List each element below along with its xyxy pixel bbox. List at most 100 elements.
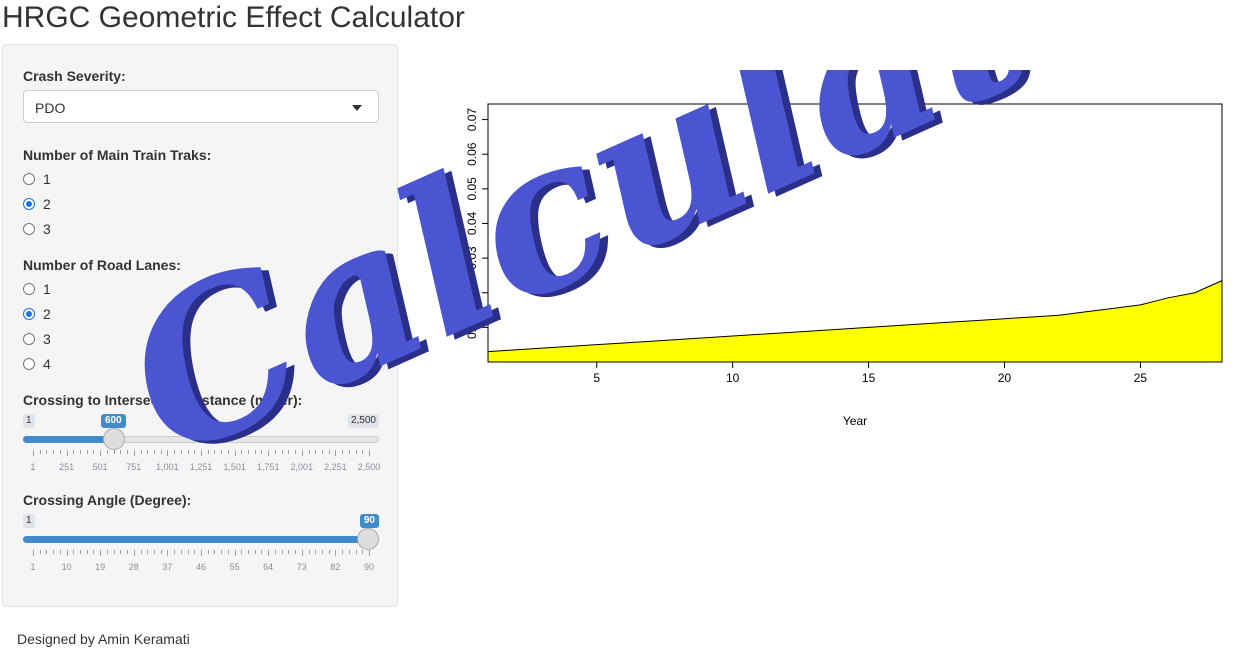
slider-tick-mark bbox=[315, 550, 317, 554]
slider-tick-label: 28 bbox=[128, 562, 139, 572]
slider-tick-mark bbox=[66, 450, 68, 456]
slider-tick-mark bbox=[281, 450, 283, 454]
radio-button[interactable] bbox=[23, 223, 35, 235]
slider-tick-mark bbox=[174, 450, 176, 454]
slider-tick-mark bbox=[355, 550, 357, 554]
slider-value-label: 90 bbox=[359, 514, 379, 528]
radio-button[interactable] bbox=[23, 283, 35, 295]
radio-label: 4 bbox=[43, 356, 51, 372]
y-tick-label: 0.01 bbox=[465, 315, 479, 339]
distance-label: Crossing to Intersection Distance (meter… bbox=[23, 392, 303, 408]
radio-button-selected[interactable] bbox=[23, 308, 35, 320]
slider-tick-mark bbox=[369, 550, 370, 556]
radio-label: 1 bbox=[43, 171, 51, 187]
slider-tick-mark bbox=[147, 450, 149, 454]
radio-button[interactable] bbox=[23, 333, 35, 345]
radio-button-selected[interactable] bbox=[23, 198, 35, 210]
slider-tick-label: 1,251 bbox=[189, 462, 213, 472]
slider-tick-mark bbox=[46, 550, 48, 554]
slider-min-label: 1 bbox=[23, 514, 35, 528]
slider-tick-mark bbox=[33, 450, 34, 456]
slider-tick-mark bbox=[100, 550, 102, 556]
y-tick-label: 0.02 bbox=[465, 281, 479, 305]
slider-tick-mark bbox=[261, 450, 263, 454]
series-line bbox=[487, 280, 1223, 353]
severity-select-value: PDO bbox=[35, 100, 66, 116]
slider-tick-mark bbox=[113, 550, 115, 554]
slider-fill bbox=[23, 436, 114, 443]
radio-label: 2 bbox=[43, 306, 51, 322]
slider-tick-mark bbox=[315, 450, 317, 454]
slider-tick-mark bbox=[133, 550, 135, 556]
slider-tick-mark bbox=[201, 550, 202, 556]
slider-tick-mark bbox=[268, 450, 270, 456]
slider-handle[interactable] bbox=[357, 528, 379, 550]
radio-button[interactable] bbox=[23, 358, 35, 370]
slider-tick-mark bbox=[227, 550, 229, 554]
radio-label: 3 bbox=[43, 221, 51, 237]
slider-tick-mark bbox=[355, 450, 357, 454]
slider-tick-mark bbox=[53, 450, 55, 454]
slider-tick-mark bbox=[59, 550, 61, 554]
slider-tick-label: 251 bbox=[59, 462, 75, 472]
slider-tick-label: 55 bbox=[229, 562, 240, 572]
slider-tick-mark bbox=[160, 550, 162, 554]
slider-tick-label: 1,501 bbox=[223, 462, 246, 472]
slider-tick-mark bbox=[308, 450, 310, 454]
radio-button[interactable] bbox=[23, 173, 35, 185]
slider-handle[interactable] bbox=[103, 428, 125, 450]
slider-tick-mark bbox=[167, 450, 169, 456]
slider-tick-mark bbox=[180, 550, 182, 554]
slider-tick-mark bbox=[66, 550, 68, 556]
slider-tick-mark bbox=[86, 450, 88, 454]
slider-tick-mark bbox=[53, 550, 55, 554]
slider-tick-mark bbox=[59, 450, 61, 454]
slider-fill bbox=[23, 536, 369, 543]
slider-tick-mark bbox=[308, 550, 310, 554]
slider-tick-mark bbox=[221, 550, 223, 554]
slider-tick-mark bbox=[301, 450, 303, 456]
slider-tick-mark bbox=[106, 550, 108, 554]
slider-tick-mark bbox=[100, 450, 102, 456]
y-tick-label: 0.03 bbox=[465, 246, 479, 270]
slider-tick-mark bbox=[274, 550, 276, 554]
slider-tick-mark bbox=[234, 550, 236, 556]
x-tick-label: 15 bbox=[862, 371, 876, 385]
slider-tick-label: 1,001 bbox=[156, 462, 179, 472]
slider-tick-mark bbox=[153, 550, 155, 554]
slider-tick-mark bbox=[288, 550, 290, 554]
slider-tick-mark bbox=[295, 450, 297, 454]
slider-tick-mark bbox=[328, 550, 330, 554]
y-tick-label: 0.05 bbox=[465, 177, 479, 201]
slider-tick-mark bbox=[362, 450, 364, 454]
slider-tick-mark bbox=[120, 450, 122, 454]
slider-tick-mark bbox=[321, 550, 323, 554]
slider-tick-mark bbox=[254, 550, 256, 554]
radio-label: 2 bbox=[43, 196, 51, 212]
slider-tick-mark bbox=[93, 550, 95, 554]
slider-value-label: 600 bbox=[101, 414, 126, 428]
distance-slider[interactable]: 1 2,500 600 1 251 501 751 1,001 1,251 1,501 1,7… bbox=[23, 414, 381, 474]
slider-tick-label: 751 bbox=[126, 462, 142, 472]
slider-tick-mark bbox=[281, 550, 283, 554]
slider-min-label: 1 bbox=[23, 414, 35, 428]
plot-frame bbox=[487, 103, 1223, 363]
slider-tick-label: 2,500 bbox=[357, 462, 381, 472]
slider-tick-label: 10 bbox=[61, 562, 72, 572]
slider-tick-label: 2,001 bbox=[290, 462, 314, 472]
slider-tick-mark bbox=[207, 550, 209, 554]
slider-tick-mark bbox=[167, 550, 169, 556]
angle-slider[interactable]: 1 90 1 10 19 28 37 46 55 64 73 82 90 bbox=[23, 514, 379, 574]
slider-tick-mark bbox=[194, 550, 196, 554]
slider-tick-mark bbox=[127, 550, 129, 554]
slider-tick-mark bbox=[362, 550, 364, 554]
severity-select[interactable]: PDO bbox=[23, 90, 379, 123]
slider-tick-label: 1,751 bbox=[256, 462, 280, 472]
slider-tick-mark bbox=[342, 450, 344, 454]
tracks-label: Number of Main Train Traks: bbox=[23, 147, 212, 163]
slider-tick-mark bbox=[39, 550, 41, 554]
slider-tick-mark bbox=[174, 550, 176, 554]
slider-tick-label: 37 bbox=[162, 562, 173, 572]
slider-tick-mark bbox=[295, 550, 297, 554]
slider-tick-mark bbox=[348, 450, 350, 454]
